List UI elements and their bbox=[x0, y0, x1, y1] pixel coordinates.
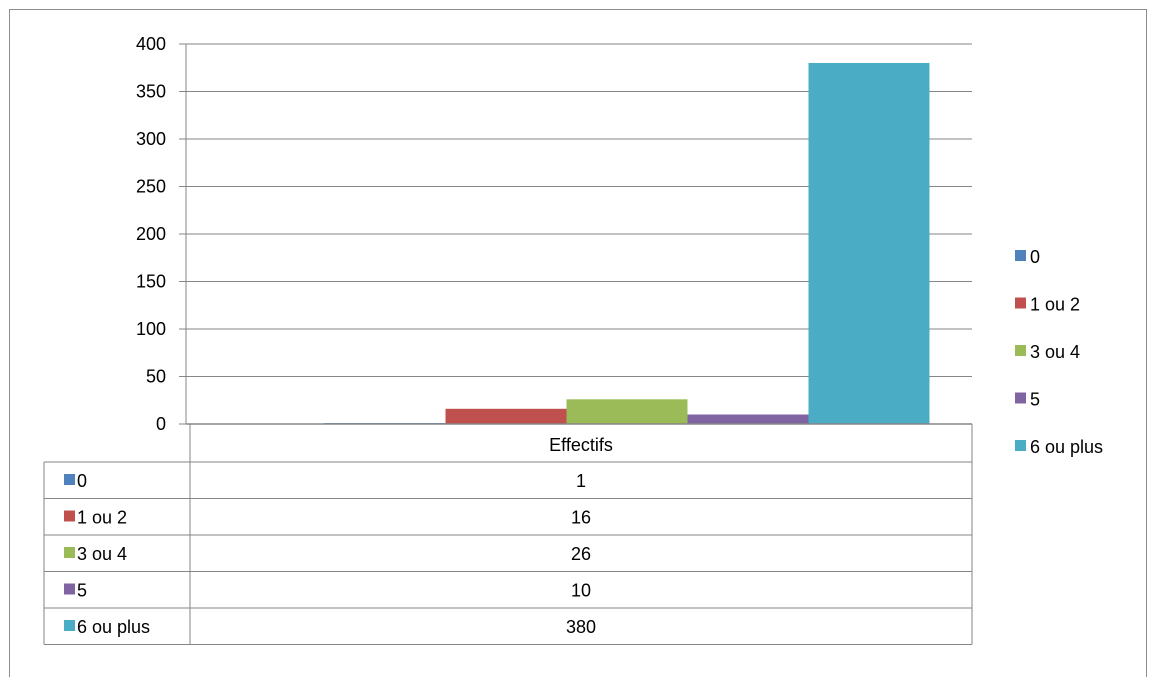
y-tick-label: 300 bbox=[136, 129, 166, 149]
bar-6-ou-plus bbox=[808, 63, 930, 424]
y-tick-label: 200 bbox=[136, 224, 166, 244]
legend-label: 0 bbox=[1030, 247, 1040, 267]
y-tick-label: 100 bbox=[136, 319, 166, 339]
data-table: Effectifs 0 1 1 ou 2 16 3 ou 4 26 5 10 6 ou plus 3… bbox=[43, 424, 973, 645]
table-row-label: 5 bbox=[77, 581, 87, 601]
legend-swatch bbox=[1015, 250, 1026, 261]
legend: 0 1 ou 2 3 ou 4 5 6 ou plus bbox=[1015, 247, 1103, 457]
bars bbox=[324, 63, 930, 424]
table-row-label: 6 ou plus bbox=[77, 617, 150, 637]
axes bbox=[185, 44, 972, 425]
table-row-value: 380 bbox=[566, 617, 596, 637]
y-tick-label: 250 bbox=[136, 177, 166, 197]
legend-label: 5 bbox=[1030, 390, 1040, 410]
legend-label: 3 ou 4 bbox=[1030, 342, 1080, 362]
legend-swatch bbox=[1015, 440, 1026, 451]
table-row-value: 16 bbox=[571, 508, 591, 528]
table-row-label: 3 ou 4 bbox=[77, 544, 127, 564]
y-tick-label: 150 bbox=[136, 272, 166, 292]
legend-swatch bbox=[1015, 297, 1026, 309]
bar-3-ou-4 bbox=[566, 399, 688, 424]
table-row-swatch bbox=[64, 583, 75, 595]
table-row-swatch bbox=[64, 510, 75, 522]
y-axis-ticks: 0 50 100 150 200 250 300 350 400 bbox=[136, 34, 166, 434]
table-row-value: 1 bbox=[576, 471, 586, 491]
table-row-label: 0 bbox=[77, 471, 87, 491]
table-header-label: Effectifs bbox=[549, 435, 613, 455]
table-row-value: 26 bbox=[571, 544, 591, 564]
legend-swatch bbox=[1015, 345, 1026, 356]
legend-swatch bbox=[1015, 392, 1026, 404]
chart-frame bbox=[9, 9, 1147, 677]
table-row-swatch bbox=[64, 474, 75, 485]
table-row-value: 10 bbox=[571, 581, 591, 601]
y-tick-label: 50 bbox=[146, 367, 166, 387]
bar-5 bbox=[687, 414, 809, 424]
y-tick-label: 0 bbox=[156, 414, 166, 434]
legend-label: 1 ou 2 bbox=[1030, 295, 1080, 315]
table-row-swatch bbox=[64, 547, 75, 558]
table-row-swatch bbox=[64, 620, 75, 631]
y-tick-label: 400 bbox=[136, 34, 166, 54]
legend-label: 6 ou plus bbox=[1030, 437, 1103, 457]
y-tick-label: 350 bbox=[136, 82, 166, 102]
table-row-label: 1 ou 2 bbox=[77, 508, 127, 528]
bar-1-ou-2 bbox=[445, 408, 567, 424]
